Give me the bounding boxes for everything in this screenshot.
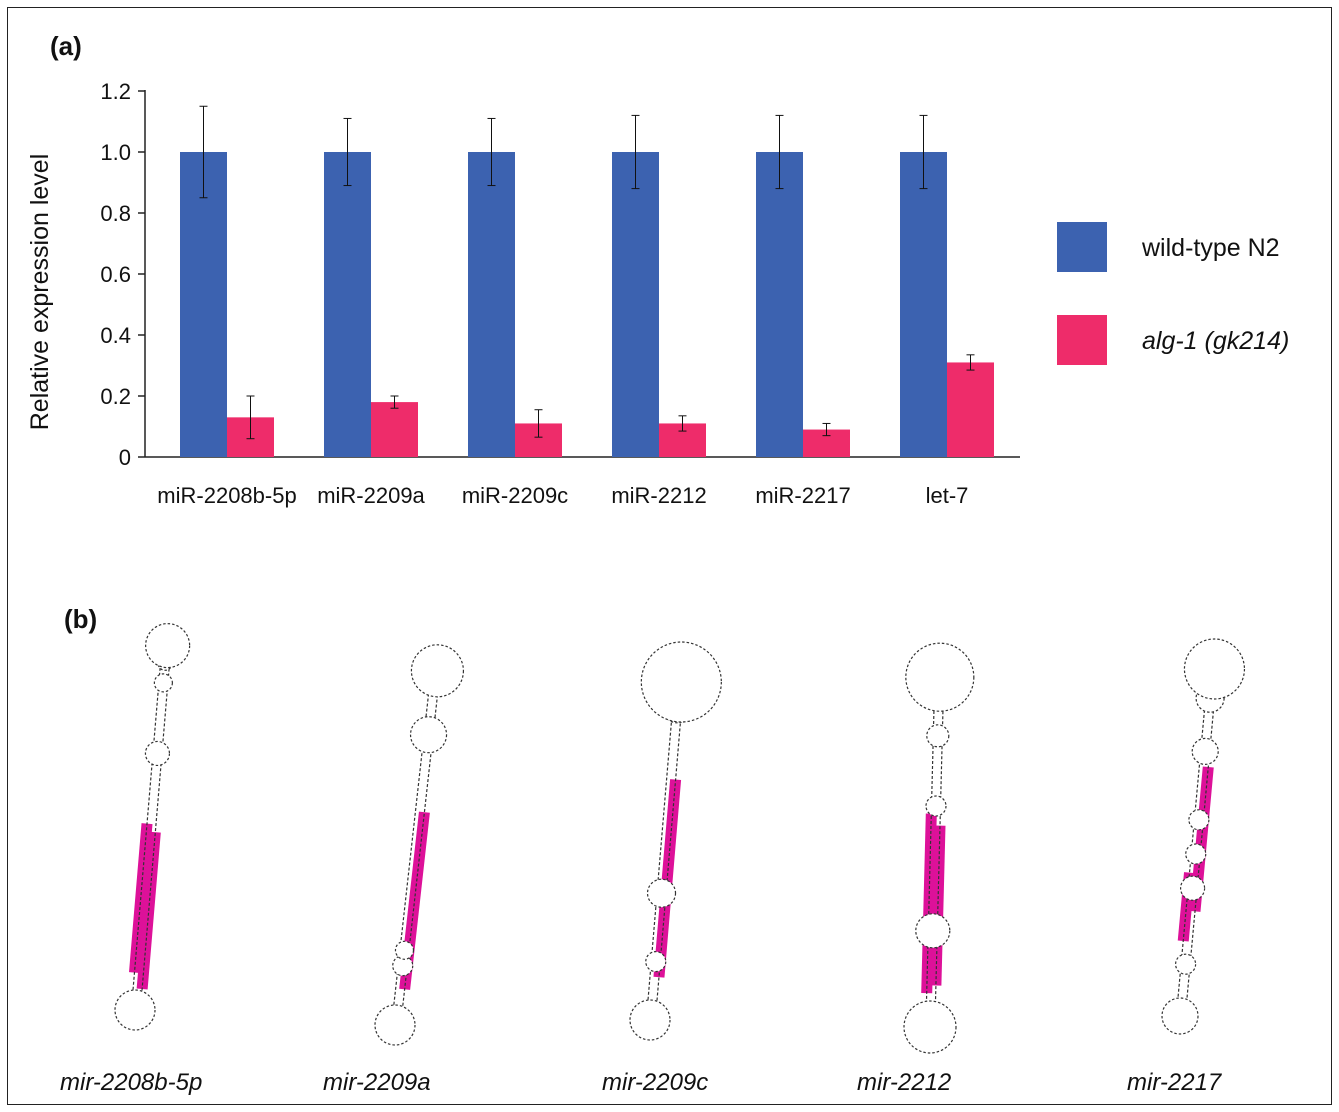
bar-wild-type-let-7 [900,152,947,457]
internal-loop [1188,809,1210,831]
hairpin-mir-2212 [903,642,975,1054]
category-label: miR-2208b-5p [157,483,296,508]
basal-loop [114,989,156,1031]
terminal-loop [145,622,191,669]
internal-loop [1174,953,1197,975]
hairpin-mir-2217 [1161,638,1246,1035]
category-label: miR-2209c [462,483,568,508]
category-labels: miR-2208b-5p miR-2209a miR-2209c miR-2212 mi… [157,483,968,508]
error-bars [199,105,975,440]
bar-wild-type-miR-2209a [324,152,371,457]
stem-strand [655,690,684,1011]
y-tick-label: 0.4 [100,323,131,348]
internal-loop [409,716,448,754]
category-label: miR-2209a [317,483,425,508]
basal-loop [903,1000,957,1054]
bar-mutant-let-7 [947,362,994,457]
internal-loop [1179,875,1206,901]
legend-label-wild-type: wild-type N2 [1141,234,1280,262]
y-axis-label: Relative expression level [26,154,54,431]
internal-loop [1185,843,1207,865]
hairpin-mir-2209c [629,641,722,1041]
internal-loop [1191,737,1219,766]
internal-loop [915,913,951,949]
panel-a-label: (a) [50,31,82,61]
y-tick-label: 0.8 [100,201,131,226]
category-label: let-7 [926,483,969,508]
structure-label-mir-2208b-5p: mir-2208b-5p [60,1069,202,1096]
stem-strand [1185,675,1218,1008]
structure-label-mir-2209a: mir-2209a [323,1069,431,1096]
terminal-loop [1183,638,1246,700]
hairpin-mir-2209a [374,644,465,1046]
structure-label-mir-2217: mir-2217 [1127,1069,1223,1096]
bar-wild-type-miR-2212 [612,152,659,457]
y-tick-label: 0.2 [100,384,131,409]
y-ticks: 0 0.2 0.4 0.6 0.8 1.0 1.2 [100,79,145,470]
internal-loop [925,795,947,817]
bar-wild-type-miR-2217 [756,152,803,457]
y-tick-label: 1.2 [100,79,131,104]
legend-swatch-mutant [1057,315,1107,365]
category-label: miR-2217 [755,483,850,508]
terminal-loop [905,642,975,712]
legend-swatch-wild-type [1057,222,1107,272]
y-tick-label: 0.6 [100,262,131,287]
stem-strand [140,650,172,1001]
internal-loop [646,878,677,908]
internal-loop [144,740,171,767]
internal-loop [153,673,173,693]
internal-loop [926,724,950,748]
y-tick-label: 0 [119,445,131,470]
structure-labels: mir-2208b-5p mir-2209a mir-2209c mir-221… [60,1069,1223,1096]
hairpin-structures [114,622,1246,1054]
stem-strand [646,689,675,1010]
category-label: miR-2212 [611,483,706,508]
bar-chart: Relative expression level 0 0.2 0.4 0.6 0.8 1… [26,79,1020,508]
internal-loop [645,950,667,973]
structure-label-mir-2209c: mir-2209c [602,1069,708,1096]
terminal-loop [410,644,465,698]
y-tick-label: 1.0 [100,140,131,165]
internal-loop [394,940,415,960]
basal-loop [629,999,671,1041]
bars [180,152,994,457]
stem-strand [131,649,163,1000]
bar-wild-type-miR-2209c [468,152,515,457]
terminal-loop [640,641,722,723]
bar-mutant-miR-2209a [371,402,418,457]
basal-loop [1161,997,1199,1035]
legend-label-mutant: alg-1 (gk214) [1142,327,1289,355]
bar-wild-type-miR-2208b-5p [180,152,227,457]
basal-loop [374,1004,416,1046]
hairpin-mir-2208b-5p [114,622,191,1031]
structure-label-mir-2212: mir-2212 [857,1069,951,1096]
legend: wild-type N2 alg-1 (gk214) [1057,222,1289,365]
panel-b-label: (b) [64,604,97,634]
figure-frame [7,7,1332,1105]
stem-strand [1176,674,1209,1007]
